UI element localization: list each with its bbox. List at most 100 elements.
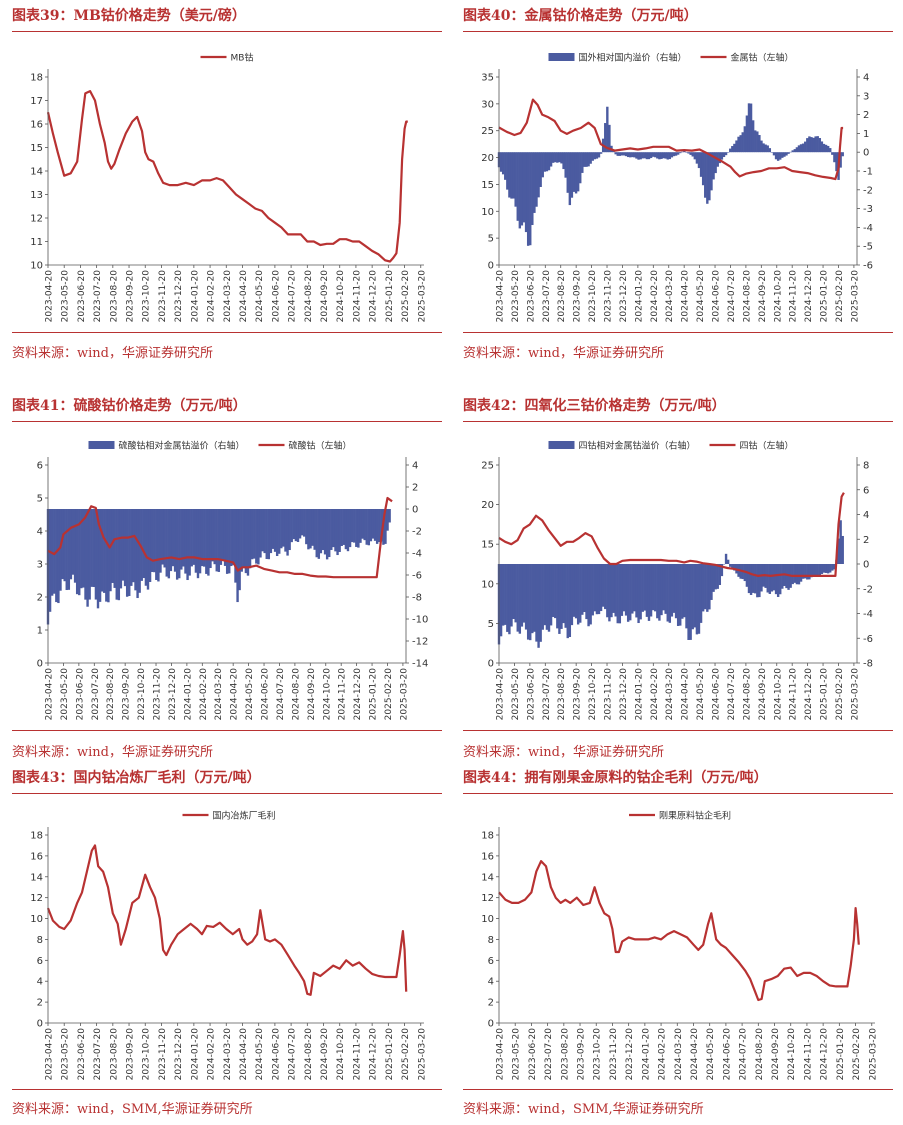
bar — [676, 152, 680, 155]
bar — [94, 509, 98, 600]
x-tick-label: 2024-05-20 — [245, 668, 255, 721]
bar — [512, 152, 515, 199]
bar — [774, 152, 778, 160]
bar — [516, 564, 519, 632]
legend-swatch-bars — [88, 441, 115, 449]
x-tick-label: 2025-01-20 — [820, 270, 830, 323]
bar — [808, 136, 811, 153]
bar — [265, 509, 268, 559]
x-tick-label: 2024-04-20 — [230, 668, 240, 721]
bar — [303, 509, 306, 537]
bar — [323, 509, 327, 555]
bar — [560, 564, 563, 629]
x-tick-label: 2024-11-20 — [352, 1028, 362, 1081]
bar — [766, 145, 769, 153]
bar — [633, 152, 636, 158]
bar — [699, 152, 703, 177]
bar — [679, 564, 682, 626]
bar — [616, 564, 619, 624]
bar — [96, 509, 100, 609]
bar — [743, 126, 747, 153]
bar — [292, 509, 296, 540]
y-tick-label: 14 — [30, 872, 43, 883]
bar — [205, 509, 208, 574]
bar — [583, 152, 586, 167]
x-tick-label: 2024-09-20 — [307, 668, 317, 721]
bar — [620, 152, 624, 156]
x-tick-label: 2024-10-20 — [336, 270, 346, 323]
y-tick-label: 2 — [37, 593, 43, 604]
bar — [506, 564, 509, 632]
bar — [244, 509, 248, 574]
bar — [829, 148, 832, 153]
x-tick-label: 2024-01-20 — [183, 668, 193, 721]
bar — [518, 564, 522, 634]
bar — [683, 564, 686, 618]
bar — [733, 564, 736, 571]
x-tick-label: 2023-08-20 — [557, 270, 567, 323]
bar — [59, 509, 62, 591]
bar — [679, 152, 682, 154]
bar — [697, 152, 701, 169]
bar — [211, 509, 214, 562]
bar — [699, 564, 703, 623]
bar — [117, 509, 121, 601]
x-tick-label: 2025-01-20 — [369, 668, 379, 721]
bar — [614, 152, 617, 155]
bar — [841, 535, 844, 564]
bar — [543, 564, 547, 626]
x-tick-label: 2024-11-20 — [338, 668, 348, 721]
bar — [313, 509, 316, 550]
bar — [556, 564, 559, 629]
bar — [98, 509, 102, 602]
bar — [209, 509, 212, 569]
line-series — [47, 496, 393, 579]
bar — [635, 152, 638, 159]
bar — [531, 152, 534, 226]
legend-label: 硫酸钴相对金属钴溢价（右轴） — [119, 440, 245, 452]
chart-title: 图表43：国内钴冶炼厂毛利（万元/吨） — [12, 770, 261, 786]
x-tick-label: 2025-02-20 — [401, 1028, 411, 1081]
bar — [284, 509, 287, 552]
bar — [363, 509, 366, 541]
bar — [608, 564, 611, 622]
y2-tick-label: -8 — [412, 593, 422, 604]
bar — [255, 509, 258, 564]
bar — [647, 564, 651, 621]
x-tick-label: 2024-08-20 — [755, 1028, 765, 1081]
title-rule — [12, 421, 442, 422]
line-series — [46, 90, 408, 263]
bar — [820, 564, 824, 574]
bar — [146, 509, 150, 590]
bar — [610, 564, 613, 618]
x-tick-label: 2023-04-20 — [45, 668, 55, 721]
bar — [839, 520, 842, 564]
y2-tick-label: -10 — [412, 615, 428, 626]
bar — [353, 509, 356, 543]
bar — [119, 509, 123, 589]
x-tick-label: 2023-11-20 — [604, 270, 614, 323]
bar — [161, 509, 164, 565]
x-tick-label: 2023-10-20 — [142, 1028, 152, 1081]
bar — [604, 564, 607, 610]
y-tick-label: 0 — [488, 659, 494, 670]
title-rule — [12, 793, 442, 794]
x-tick-label: 2024-06-20 — [712, 270, 722, 323]
bar — [704, 564, 707, 610]
bar — [726, 152, 730, 153]
bar — [791, 150, 794, 153]
bar — [506, 152, 509, 190]
bar — [672, 564, 676, 613]
bar — [242, 509, 246, 568]
bar — [142, 509, 146, 579]
bar — [111, 509, 114, 583]
bar — [770, 564, 774, 592]
bar — [253, 509, 256, 559]
x-tick-label: 2023-12-20 — [619, 270, 629, 323]
bar — [772, 152, 776, 156]
x-tick-label: 2024-04-20 — [690, 1028, 700, 1081]
bar — [629, 152, 632, 158]
bar — [53, 509, 56, 594]
bar — [150, 509, 154, 572]
bar — [78, 509, 81, 596]
